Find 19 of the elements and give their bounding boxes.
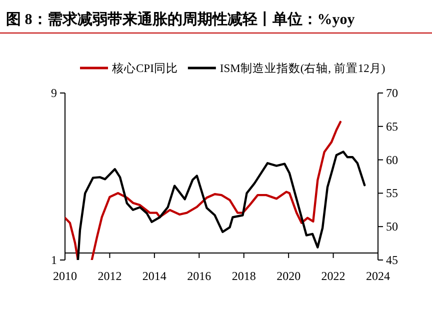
y-tick-label: 9 (51, 86, 57, 100)
y2-tick-label: 45 (386, 253, 398, 267)
x-tick-label: 2010 (53, 269, 77, 283)
x-tick-label: 2014 (142, 269, 166, 283)
x-tick-label: 2012 (98, 269, 122, 283)
y2-tick-label: 55 (386, 186, 398, 200)
y2-tick-label: 50 (386, 220, 398, 234)
y2-tick-label: 60 (386, 152, 398, 167)
x-tick-label: 2016 (187, 269, 212, 283)
chart-title: 图 8：需求减弱带来通胀的周期性减轻丨单位：%yoy (6, 11, 356, 28)
x-tick-label: 2018 (232, 269, 256, 283)
legend-label: ISM制造业指数(右轴, 前置12月) (220, 62, 386, 75)
legend-label: 核心CPI同比 (111, 61, 178, 75)
x-tick-label: 2022 (321, 269, 346, 283)
x-tick-label: 2024 (366, 269, 390, 283)
y-tick-label: 1 (51, 253, 57, 267)
x-tick-label: 2020 (276, 269, 301, 283)
y2-tick-label: 70 (386, 86, 398, 100)
y2-tick-label: 65 (386, 119, 398, 134)
